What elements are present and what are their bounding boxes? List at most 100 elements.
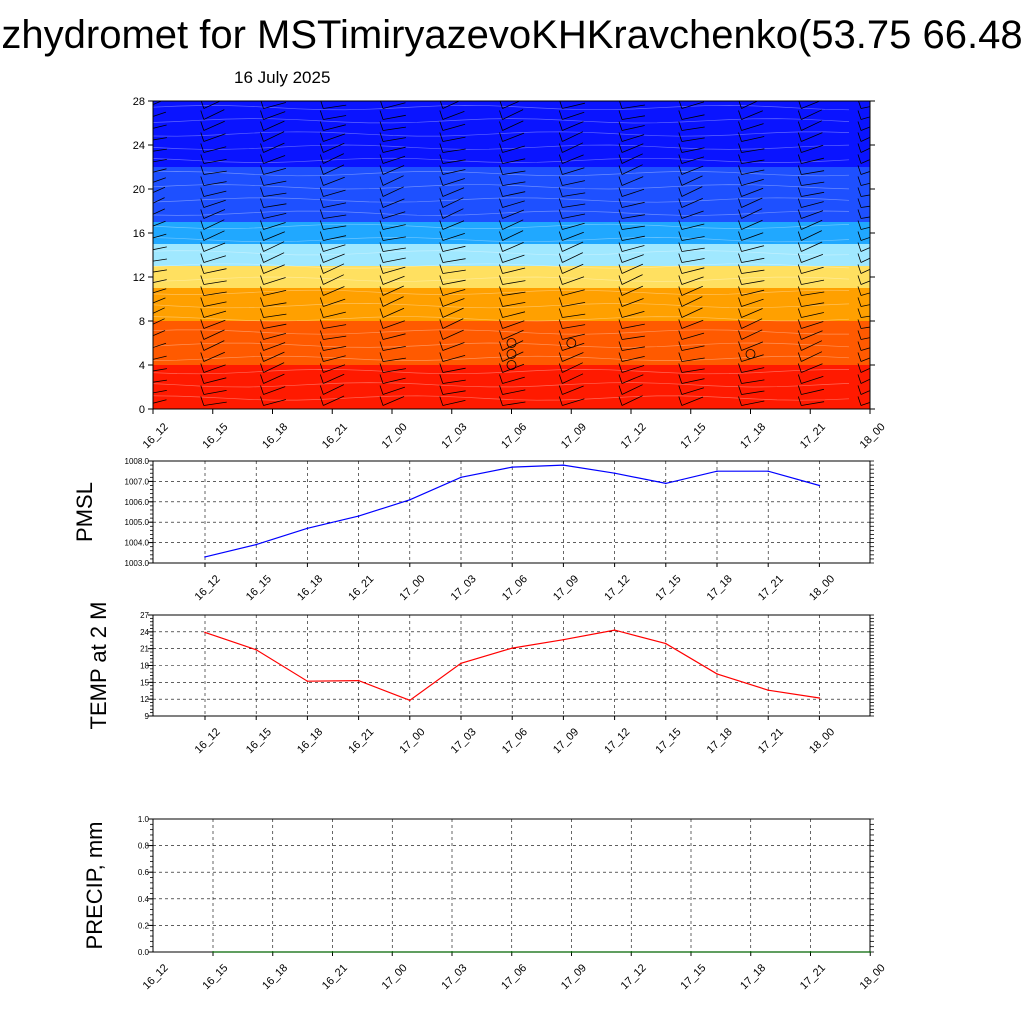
wind-barb-flag — [558, 220, 563, 230]
temp-panel-data-point — [255, 649, 257, 651]
wind-barb — [263, 323, 287, 329]
wind-barb — [323, 244, 346, 252]
wind-barb — [681, 137, 705, 142]
wind-barb-flag — [260, 330, 264, 340]
precip-panel-xtick-label: 17_03 — [439, 962, 469, 992]
wind-barb-flag — [141, 210, 144, 219]
wind-barb — [860, 182, 870, 186]
wind-barb-flag — [319, 231, 324, 241]
wind-barb — [562, 131, 584, 142]
wind-barb-flag — [558, 385, 563, 395]
wind-barb — [741, 169, 765, 175]
wind-barb — [442, 159, 466, 164]
wind-barb-flag — [141, 287, 144, 296]
wind-barb-flag — [857, 341, 862, 351]
wind-barb-flag — [678, 121, 683, 131]
wind-barb — [860, 126, 870, 131]
wind-barb — [153, 379, 167, 383]
wind-barb — [741, 197, 763, 208]
wind-barb — [562, 263, 584, 274]
wind-barb-flag — [379, 396, 384, 406]
isotherm-line — [153, 395, 850, 401]
wind-barb — [681, 319, 704, 329]
wind-barb — [801, 291, 825, 296]
wind-barb — [263, 399, 287, 406]
wind-barb-flag — [319, 121, 324, 131]
precip-panel: 0.0 0.2 0.4 0.6 0.8 1.0 16_12 16_15 16_18 16_21 17… — [82, 815, 888, 992]
wind-barb-flag — [797, 176, 802, 186]
isotherm-line — [153, 171, 850, 177]
wind-barb — [153, 330, 166, 337]
wind-barb-flag — [499, 297, 503, 307]
wind-barb — [860, 390, 870, 395]
wind-barb — [153, 279, 167, 283]
wind-barb — [502, 389, 526, 395]
wind-barb-flag — [559, 101, 563, 109]
wind-barb — [442, 169, 466, 175]
wind-barb — [263, 333, 287, 340]
wind-barb-flag — [439, 198, 444, 208]
wind-barb-flag — [678, 308, 683, 318]
precip-panel-data-point — [869, 951, 872, 953]
wind-barb-flag — [738, 165, 742, 175]
wind-barb — [323, 104, 347, 109]
precip-panel-data-point — [570, 951, 573, 953]
wind-barb-flag — [857, 286, 862, 296]
wind-barb — [382, 114, 406, 120]
wind-barb-flag — [738, 297, 742, 307]
pmsl-panel-data-point — [255, 543, 257, 546]
wind-barb-flag — [200, 396, 205, 406]
wind-barb-flag — [200, 220, 205, 230]
wind-barb-flag — [379, 374, 384, 384]
wind-barb-flag — [558, 198, 563, 208]
wind-barb — [621, 323, 645, 329]
wind-barb — [203, 291, 227, 296]
wind-barb-flag — [439, 110, 444, 120]
wind-barb — [621, 365, 645, 373]
wind-barb — [621, 235, 645, 241]
heatmap-xtick-label: 17_15 — [678, 421, 708, 451]
wind-barb-flag — [379, 319, 384, 329]
wind-barb — [860, 257, 870, 263]
wind-barb-flag — [379, 275, 384, 285]
heatmap-xtick-label: 17_03 — [439, 421, 469, 451]
wind-barb — [741, 269, 765, 274]
precip-panel-xtick-label: 17_21 — [798, 962, 828, 992]
wind-barb-flag — [618, 297, 623, 307]
precip-panel-ylabel: PRECIP, mm — [82, 822, 107, 950]
wind-barb — [741, 101, 759, 109]
wind-barb-flag — [439, 286, 444, 296]
wind-barb-flag — [200, 264, 205, 274]
wind-barb-flag — [141, 243, 144, 252]
wind-barb-flag — [678, 198, 683, 208]
wind-barb — [153, 288, 167, 294]
wind-barb — [263, 351, 285, 362]
wind-barb — [502, 191, 526, 197]
pmsl-panel-ytick-label: 1008.0 — [125, 457, 150, 466]
temp-panel-data-point — [511, 647, 513, 649]
pmsl-panel-ytick-label: 1004.0 — [125, 539, 150, 548]
wind-barb-flag — [797, 253, 802, 263]
wind-barb-flag — [200, 187, 205, 197]
wind-barb — [621, 263, 644, 274]
heatmap-xtick-label: 16_18 — [260, 421, 290, 451]
wind-barb-flag — [499, 308, 503, 318]
wind-barb — [382, 102, 406, 109]
wind-barb — [323, 355, 346, 362]
wind-barb-flag — [260, 374, 264, 384]
wind-barb-flag — [618, 286, 623, 296]
wind-barb — [323, 263, 345, 274]
wind-barb — [502, 320, 525, 329]
wind-barb — [621, 285, 644, 296]
wind-barb-flag — [319, 385, 324, 395]
wind-barb — [263, 373, 285, 384]
wind-barb-flag — [499, 275, 503, 285]
wind-barb-flag — [499, 154, 503, 164]
wind-barb — [382, 320, 405, 329]
wind-barb-flag — [738, 341, 742, 351]
wind-barb-flag — [439, 176, 444, 186]
wind-barb-flag — [260, 220, 264, 230]
wind-barb — [323, 324, 347, 329]
wind-barb-flag — [200, 286, 205, 296]
